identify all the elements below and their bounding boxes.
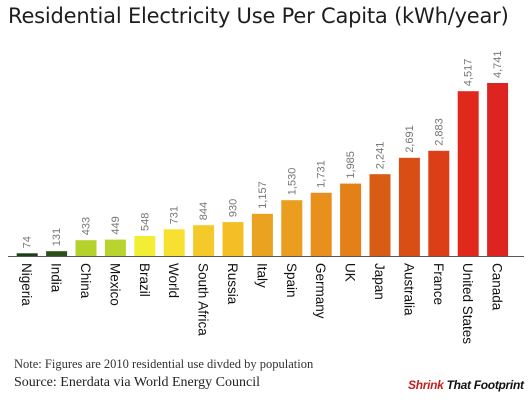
category-label: India (49, 263, 64, 293)
data-label: 1,731 (316, 160, 328, 188)
category-label: France (431, 263, 446, 305)
category-label: Japan (372, 263, 387, 300)
category-label: Canada (490, 263, 505, 311)
data-label: 449 (110, 216, 122, 234)
data-label: 2,241 (375, 142, 387, 170)
category-label: South Africa (196, 263, 211, 336)
category-label: Mexico (107, 263, 122, 306)
data-label: 1,157 (257, 181, 269, 209)
category-label: UK (343, 263, 358, 282)
data-label: 1,530 (286, 168, 298, 196)
bar-nigeria (16, 253, 38, 256)
data-label: 433 (81, 217, 93, 235)
source-line: Source: Enerdata via World Energy Counci… (14, 375, 261, 390)
bar-world (163, 229, 185, 256)
category-label: Russia (225, 263, 240, 305)
data-label: 131 (51, 228, 63, 246)
data-label: 731 (169, 206, 181, 224)
data-label: 930 (228, 199, 240, 217)
bar-france (428, 150, 450, 256)
data-label: 74 (22, 236, 34, 248)
data-label: 1,985 (345, 151, 357, 179)
bar-germany (310, 192, 332, 256)
category-label: Spain (284, 263, 299, 298)
bar-canada (487, 83, 509, 256)
data-label: 2,691 (404, 125, 416, 153)
data-label: 844 (198, 202, 210, 220)
data-label: 548 (139, 213, 151, 231)
bar-italy (251, 213, 273, 256)
bar-united-states (457, 91, 479, 256)
bar-mexico (104, 239, 126, 256)
bar-china (75, 240, 97, 256)
category-label: Germany (313, 263, 328, 319)
category-label: Nigeria (19, 263, 34, 306)
category-label: China (78, 263, 93, 299)
data-label: 2,883 (433, 118, 445, 146)
bar-india (46, 251, 68, 256)
bar-south-africa (193, 225, 215, 256)
category-label: United States (460, 263, 475, 344)
category-label: Australia (401, 263, 416, 316)
bar-russia (222, 222, 244, 256)
data-label: 4,741 (492, 50, 504, 78)
category-label: Italy (254, 263, 269, 288)
data-label: 4,517 (463, 59, 475, 87)
category-label: Brazil (137, 263, 152, 297)
bar-japan (369, 174, 391, 256)
brand-logo: Shrink That Footprint (408, 378, 524, 392)
chart-title: Residential Electricity Use Per Capita (… (8, 4, 509, 28)
bar-uk (340, 183, 362, 256)
bar-spain (281, 200, 303, 256)
footnote: Note: Figures are 2010 residential use d… (14, 357, 314, 371)
category-label: World (166, 263, 181, 298)
bar-australia (398, 157, 420, 256)
bar-brazil (134, 236, 156, 256)
